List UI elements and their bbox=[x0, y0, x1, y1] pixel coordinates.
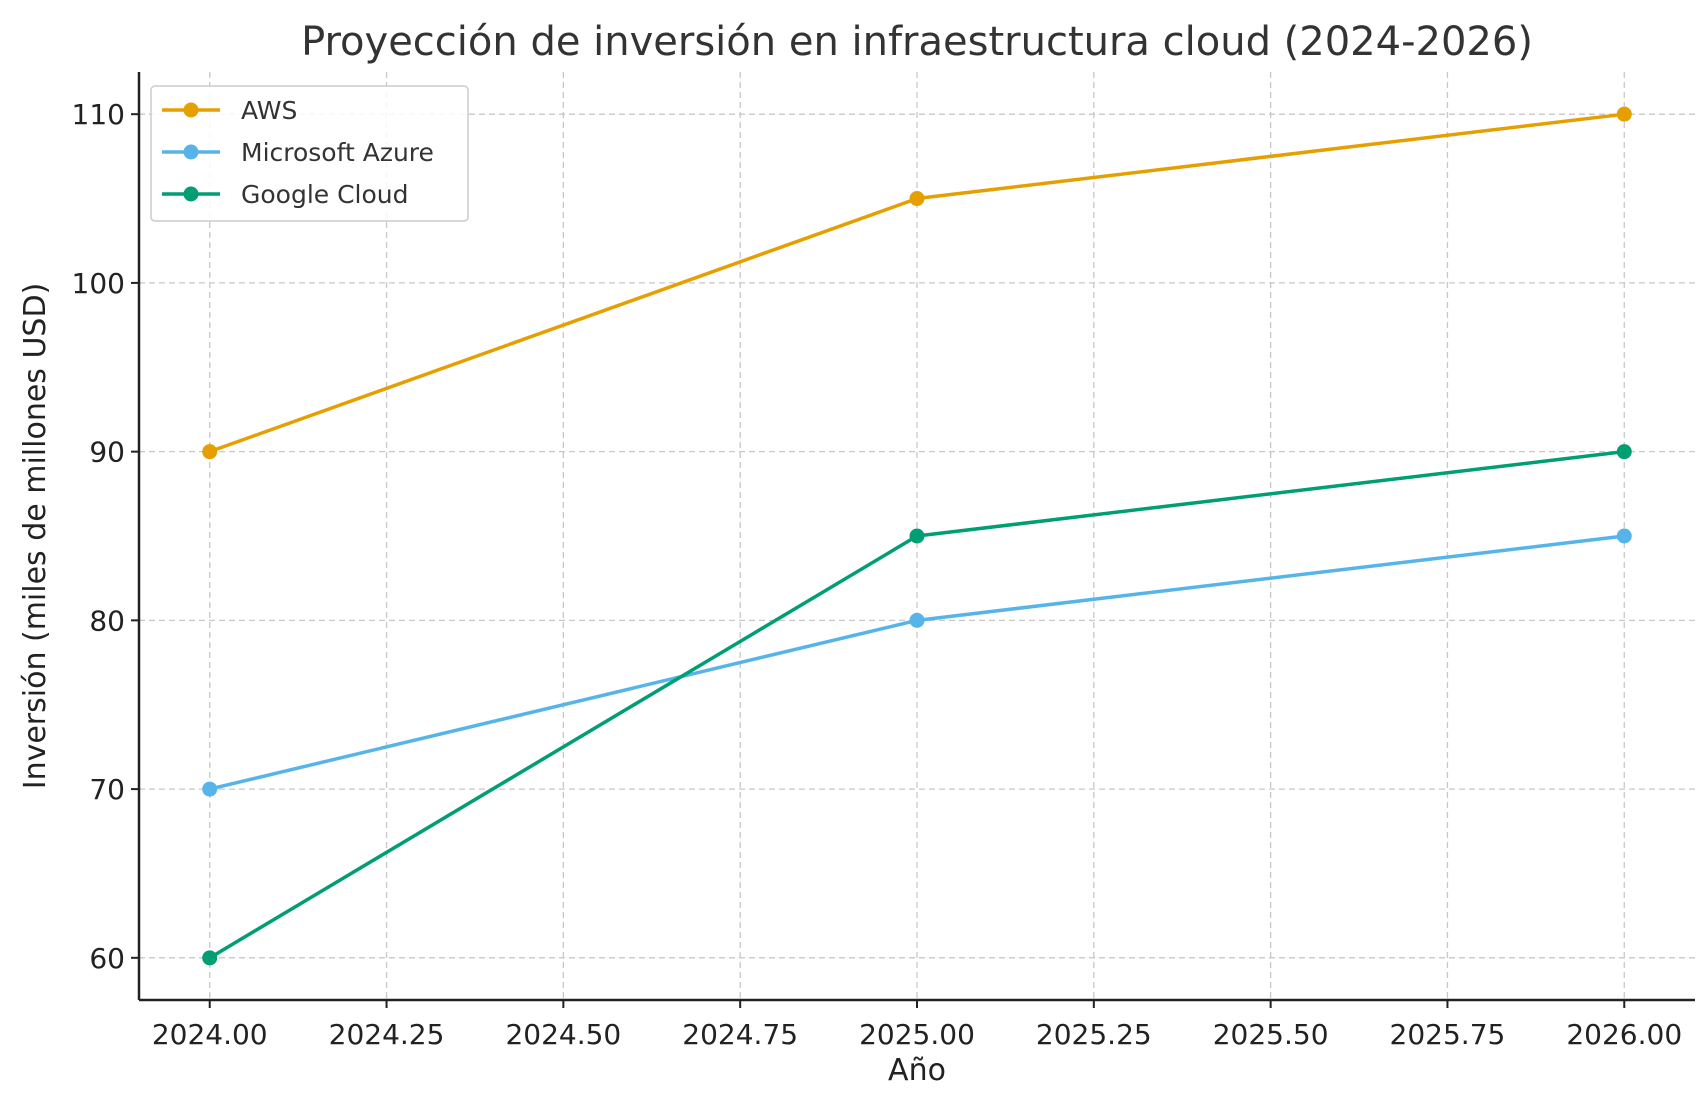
data-point-aws bbox=[202, 444, 218, 460]
x-tick-label: 2025.50 bbox=[1213, 1018, 1329, 1051]
legend-entry-microsoft-azure: Microsoft Azure bbox=[162, 138, 434, 167]
data-point-microsoft-azure bbox=[909, 612, 925, 628]
data-point-google-cloud bbox=[1616, 444, 1632, 460]
x-tick-label: 2025.75 bbox=[1390, 1018, 1506, 1051]
series-lines bbox=[202, 106, 1632, 966]
legend-swatch-marker bbox=[183, 102, 199, 118]
x-tick-label: 2024.50 bbox=[505, 1018, 621, 1051]
legend-label: Google Cloud bbox=[241, 180, 409, 209]
x-tick-label: 2026.00 bbox=[1566, 1018, 1682, 1051]
y-tick-label: 70 bbox=[89, 773, 125, 806]
x-tick-label: 2024.25 bbox=[329, 1018, 445, 1051]
data-point-microsoft-azure bbox=[202, 781, 218, 797]
legend-box bbox=[150, 85, 469, 222]
x-tick-label: 2025.25 bbox=[1036, 1018, 1152, 1051]
ticks: 2024.00 2024.25 2024.50 2024.75 2025.00 2025.… bbox=[72, 98, 1683, 1051]
x-tick-label: 2024.75 bbox=[682, 1018, 798, 1051]
data-point-microsoft-azure bbox=[1616, 528, 1632, 544]
y-tick-label: 90 bbox=[89, 436, 125, 469]
legend: AWS Microsoft Azure Google Cloud bbox=[150, 85, 469, 222]
legend-label: AWS bbox=[241, 96, 297, 125]
data-point-aws bbox=[909, 191, 925, 207]
y-axis-label: Inversión (miles de millones USD) bbox=[18, 283, 53, 790]
data-point-aws bbox=[1616, 106, 1632, 122]
y-tick-label: 110 bbox=[72, 98, 125, 131]
legend-entry-google-cloud: Google Cloud bbox=[162, 180, 409, 209]
x-tick-label: 2024.00 bbox=[152, 1018, 268, 1051]
y-tick-label: 60 bbox=[89, 942, 125, 975]
grid bbox=[139, 72, 1695, 1000]
data-point-google-cloud bbox=[202, 950, 218, 966]
x-axis-label: Año bbox=[888, 1053, 946, 1088]
legend-swatch-marker bbox=[183, 144, 199, 160]
legend-label: Microsoft Azure bbox=[241, 138, 434, 167]
series-google-cloud bbox=[202, 444, 1632, 966]
legend-entry-aws: AWS bbox=[162, 96, 297, 125]
chart-title: Proyección de inversión en infraestructu… bbox=[301, 19, 1533, 65]
y-tick-label: 80 bbox=[89, 604, 125, 637]
legend-swatch-marker bbox=[183, 186, 199, 202]
x-tick-label: 2025.00 bbox=[859, 1018, 975, 1051]
series-microsoft-azure bbox=[202, 528, 1632, 797]
data-point-google-cloud bbox=[909, 528, 925, 544]
series-aws bbox=[202, 106, 1632, 460]
y-tick-label: 100 bbox=[72, 267, 125, 300]
